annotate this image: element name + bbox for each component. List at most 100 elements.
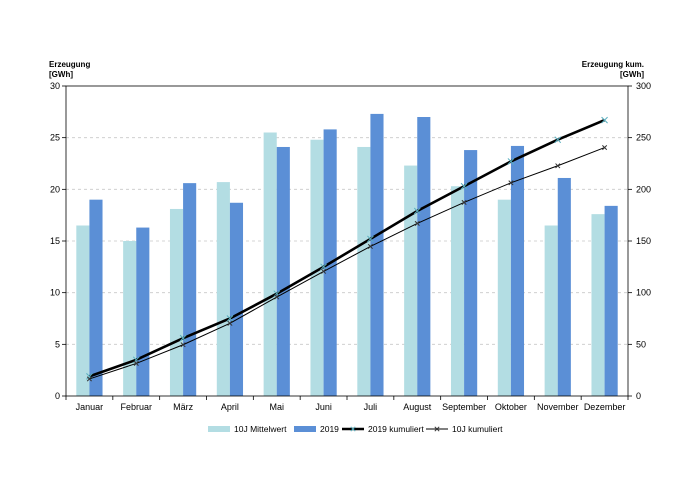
x-tick-label: Juni <box>315 402 332 412</box>
y-right-tick-label: 0 <box>636 391 641 401</box>
y-left-tick-label: 30 <box>50 81 60 91</box>
y-axis-left-title-line1: Erzeugung <box>49 60 91 69</box>
y-left-tick-label: 20 <box>50 184 60 194</box>
point-marker <box>321 268 327 274</box>
marker-stroke <box>227 320 233 326</box>
marker-stroke <box>414 220 420 226</box>
bar-2019 <box>136 227 150 396</box>
point-marker <box>602 145 608 151</box>
y-axis-left-title: Erzeugung [GWh] <box>49 60 90 80</box>
bar-2019 <box>89 199 103 396</box>
marker-stroke <box>602 145 608 151</box>
bar-2019 <box>183 183 197 396</box>
point-marker <box>274 294 280 300</box>
bar-2019 <box>417 117 431 396</box>
legend-label: 2019 kumuliert <box>368 424 424 434</box>
marker-stroke <box>320 263 327 271</box>
y-axis-right-title-line2: [GWh] <box>620 70 644 79</box>
point-marker <box>227 320 233 326</box>
point-marker <box>86 376 92 382</box>
bar-mittelwert <box>216 182 230 396</box>
legend-label: 10J Mittelwert <box>234 424 287 434</box>
marker-stroke <box>367 243 373 250</box>
bar-mittelwert <box>591 214 605 396</box>
marker-stroke <box>86 376 92 382</box>
y-right-tick-label: 200 <box>636 184 651 194</box>
bar-2019 <box>276 146 290 396</box>
x-tick-label: April <box>221 402 239 412</box>
legend-swatch <box>208 426 230 432</box>
x-tick-label: Januar <box>76 402 104 412</box>
bar-mittelwert <box>357 146 371 396</box>
bar-2019 <box>464 150 478 396</box>
x-tick-label: Juli <box>364 402 378 412</box>
x-tick-label: November <box>537 402 579 412</box>
y-axis-right-title-line1: Erzeugung kum. <box>581 60 644 69</box>
point-marker <box>226 315 234 322</box>
legend-marker <box>434 426 440 432</box>
point-marker <box>461 199 467 206</box>
point-marker <box>508 180 514 186</box>
point-marker <box>460 182 468 190</box>
legend-swatch <box>294 426 316 432</box>
marker-stroke <box>555 163 561 169</box>
marker-stroke <box>321 268 327 274</box>
x-tick-label: Oktober <box>495 402 527 412</box>
bar-mittelwert <box>404 165 418 396</box>
point-marker <box>320 263 327 271</box>
marker-stroke <box>461 199 467 206</box>
y-axis-left-title-line2: [GWh] <box>49 70 73 79</box>
bar-mittelwert <box>544 225 558 396</box>
bar-mittelwert <box>497 199 511 396</box>
gridlines <box>66 137 628 345</box>
legend-marker <box>350 426 356 432</box>
y-right-tick-label: 50 <box>636 339 646 349</box>
marker-stroke <box>554 136 562 144</box>
marker-stroke <box>86 373 93 380</box>
x-tick-label: März <box>173 402 193 412</box>
point-marker <box>414 220 420 226</box>
y-right-tick-label: 150 <box>636 236 651 246</box>
bar-2019 <box>557 177 571 396</box>
point-marker <box>367 235 374 243</box>
marker-stroke <box>226 315 234 322</box>
point-marker <box>179 334 187 342</box>
marker-stroke <box>507 158 515 165</box>
y-left-tick-label: 15 <box>50 236 60 246</box>
bar-2019 <box>370 113 384 397</box>
line-10j-kumuliert <box>89 147 605 380</box>
bar-mittelwert <box>263 132 277 396</box>
point-marker <box>555 163 561 169</box>
line-2019-kumuliert <box>88 118 606 378</box>
bar-mittelwert <box>76 225 90 396</box>
y-right-tick-label: 250 <box>636 133 651 143</box>
bar-mittelwert <box>310 139 324 396</box>
point-marker <box>180 342 186 348</box>
bar-mittelwert <box>450 186 465 396</box>
point-marker <box>507 158 515 165</box>
point-marker <box>413 207 421 215</box>
point-marker <box>133 360 139 367</box>
bar-2019 <box>229 202 244 396</box>
marker-stroke <box>601 116 608 124</box>
x-tick-label: Februar <box>120 402 152 412</box>
point-marker <box>554 136 562 144</box>
bar-mittelwert <box>123 241 137 396</box>
bar-2019 <box>604 205 618 396</box>
x-tick-label: September <box>442 402 486 412</box>
y-left-tick-label: 25 <box>50 133 60 143</box>
marker-stroke <box>274 294 280 300</box>
legend-label: 10J kumuliert <box>452 424 503 434</box>
y-left-tick-label: 5 <box>55 339 60 349</box>
x-tick-label: August <box>403 402 432 412</box>
y-left-tick-label: 0 <box>55 391 60 401</box>
bar-2019 <box>510 145 525 396</box>
legend-label: 2019 <box>320 424 339 434</box>
y-axis-right-title: Erzeugung kum. [GWh] <box>582 60 644 80</box>
marker-stroke <box>367 235 374 243</box>
bar-mittelwert <box>169 208 184 396</box>
point-marker <box>601 116 608 124</box>
x-tick-label: Mai <box>269 402 284 412</box>
